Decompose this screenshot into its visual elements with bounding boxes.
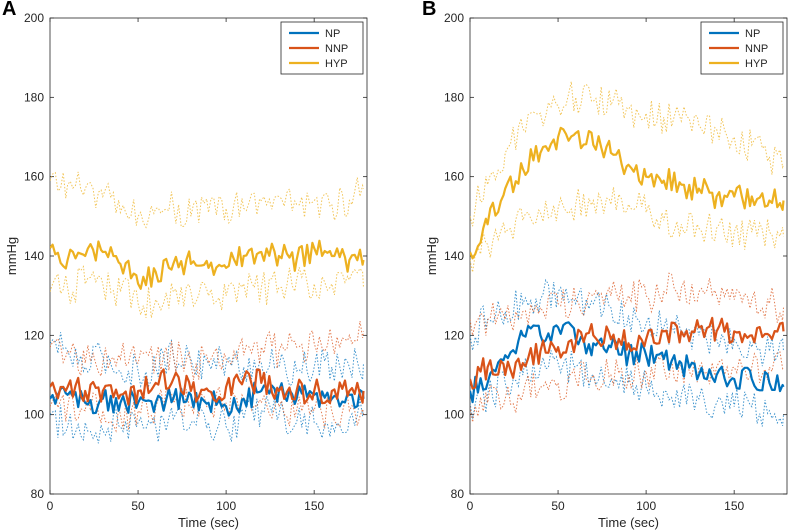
legend-label-nnp: NNP: [745, 43, 768, 55]
plot-area: [50, 18, 367, 494]
y-tick-label: 200: [24, 11, 44, 25]
y-tick-label: 120: [24, 328, 44, 342]
y-tick-label: 80: [451, 487, 465, 501]
y-tick-label: 180: [24, 90, 44, 104]
x-tick-label: 50: [131, 499, 145, 513]
y-tick-label: 200: [444, 11, 464, 25]
plot-area: [470, 18, 787, 494]
legend-label-nnp: NNP: [325, 43, 348, 55]
panel-label: A: [2, 0, 16, 20]
x-tick-label: 0: [47, 499, 54, 513]
x-tick-label: 150: [304, 499, 324, 513]
y-axis-label: mmHg: [4, 237, 19, 275]
x-axis-label: Time (sec): [598, 515, 659, 530]
x-axis-label: Time (sec): [178, 515, 239, 530]
legend: NP NNP HYP: [281, 22, 363, 74]
y-tick-label: 180: [444, 90, 464, 104]
y-tick-label: 120: [444, 328, 464, 342]
x-tick-label: 0: [467, 499, 474, 513]
legend: NP NNP HYP: [701, 22, 783, 74]
x-tick-label: 100: [216, 499, 236, 513]
y-tick-label: 100: [444, 408, 464, 422]
figure: A 80 100 120 140 160 180 200 0 50 100 150 Time (sec)…: [0, 0, 789, 532]
y-tick-label: 80: [31, 487, 45, 501]
y-tick-label: 140: [444, 249, 464, 263]
legend-label-np: NP: [745, 28, 760, 40]
legend-label-hyp: HYP: [745, 58, 768, 70]
y-tick-label: 160: [444, 170, 464, 184]
legend-label-hyp: HYP: [325, 58, 348, 70]
chart-panel-A: A 80 100 120 140 160 180 200 0 50 100 150 Time (sec)…: [2, 0, 367, 530]
y-tick-label: 100: [24, 408, 44, 422]
legend-label-np: NP: [325, 28, 340, 40]
x-tick-label: 50: [551, 499, 565, 513]
x-tick-label: 150: [724, 499, 744, 513]
chart-panel-B: B 80 100 120 140 160 180 200 0 50 100 150 Time (sec)…: [422, 0, 787, 530]
y-tick-label: 140: [24, 249, 44, 263]
x-tick-label: 100: [636, 499, 656, 513]
panel-label: B: [422, 0, 436, 20]
y-tick-label: 160: [24, 170, 44, 184]
y-axis-label: mmHg: [424, 237, 439, 275]
